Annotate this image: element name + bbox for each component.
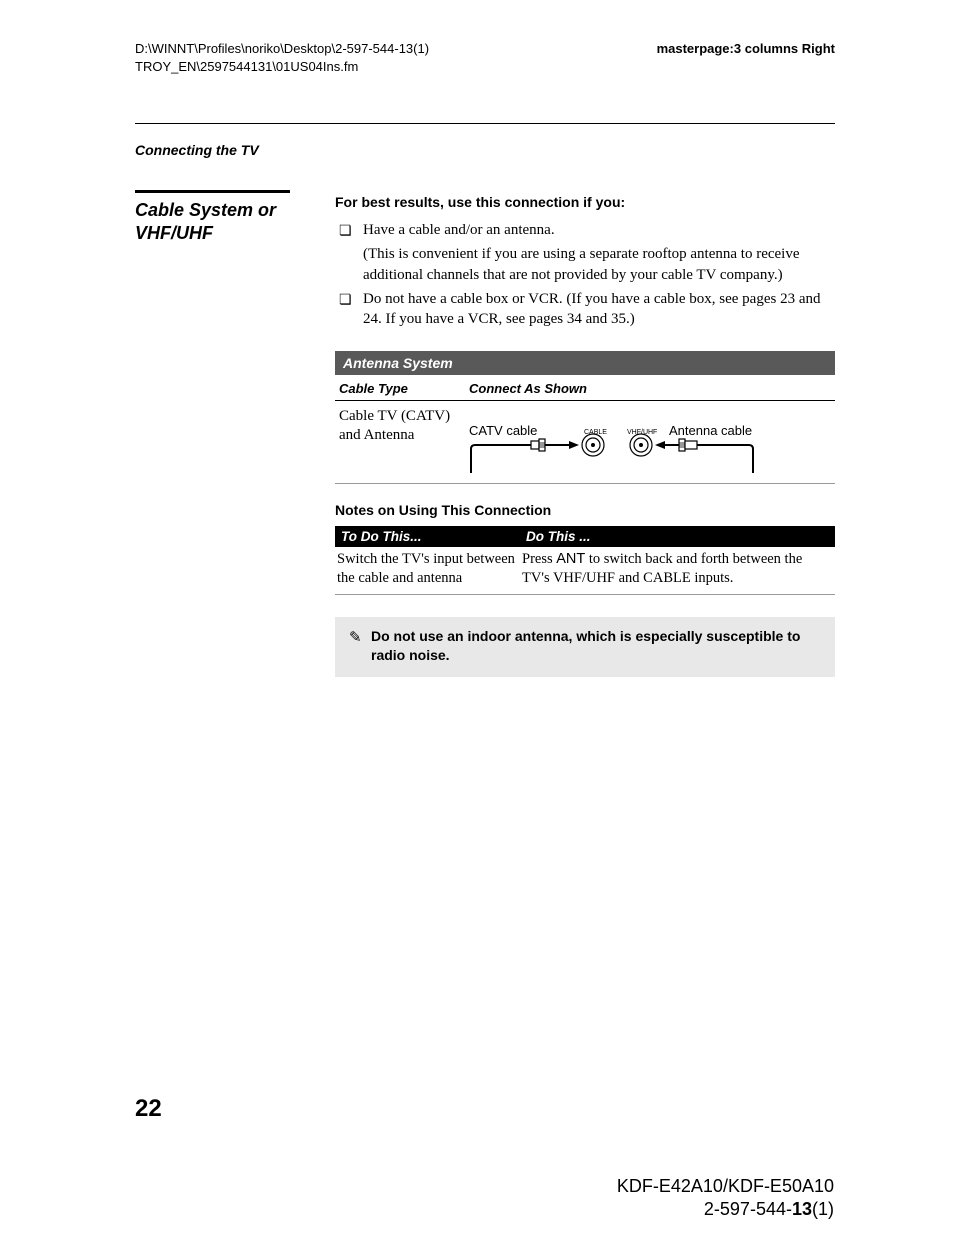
page-number: 22 — [135, 1095, 162, 1123]
checklist-text: Do not have a cable box or VCR. (If you … — [363, 289, 835, 330]
table-header-row: To Do This... Do This ... — [335, 526, 835, 547]
notes-heading: Notes on Using This Connection — [335, 502, 835, 518]
table-header-row: Cable Type Connect As Shown — [335, 375, 835, 401]
column-header: Do This ... — [526, 529, 829, 544]
note-text: Do not use an indoor antenna, which is e… — [371, 627, 821, 665]
button-label-ant: ANT — [556, 551, 585, 567]
checkbox-icon: ❏ — [335, 289, 363, 330]
todo-table: To Do This... Do This ... Switch the TV'… — [335, 526, 835, 595]
header-path-2: TROY_EN\2597544131\01US04Ins.fm — [135, 58, 429, 76]
table-row: Switch the TV's input between the cable … — [335, 547, 835, 595]
footer: KDF-E42A10/KDF-E50A10 2-597-544-13(1) — [617, 1175, 834, 1222]
column-header: Connect As Shown — [469, 381, 831, 396]
checkbox-icon: ❏ — [335, 220, 363, 240]
column-header: Cable Type — [339, 381, 469, 396]
horizontal-rule — [135, 123, 835, 124]
table-row: Cable TV (CATV) and Antenna CATV cable C… — [335, 401, 835, 484]
running-head: Connecting the TV — [135, 142, 835, 158]
text-span: Press — [522, 551, 556, 567]
footer-model: KDF-E42A10/KDF-E50A10 — [617, 1175, 834, 1198]
footer-doc-prefix: 2-597-544- — [704, 1199, 792, 1219]
note-callout: ✎ Do not use an indoor antenna, which is… — [335, 617, 835, 677]
todo-cell: Switch the TV's input between the cable … — [337, 550, 522, 588]
column-header: To Do This... — [341, 529, 526, 544]
antenna-table: Antenna System Cable Type Connect As Sho… — [335, 351, 835, 484]
dothis-cell: Press ANT to switch back and forth betwe… — [522, 550, 833, 588]
section-title-rule — [135, 190, 290, 193]
footer-docnum: 2-597-544-13(1) — [617, 1198, 834, 1221]
table-title: Antenna System — [335, 351, 835, 375]
footer-doc-suffix: (1) — [812, 1199, 834, 1219]
header-path-1: D:\WINNT\Profiles\noriko\Desktop\2-597-5… — [135, 40, 429, 58]
checklist-item: ❏ Have a cable and/or an antenna. — [335, 220, 835, 240]
checklist-item: ❏ Do not have a cable box or VCR. (If yo… — [335, 289, 835, 330]
checklist-text: Have a cable and/or an antenna. — [363, 220, 555, 240]
intro-text: For best results, use this connection if… — [335, 194, 835, 210]
section-title: Cable System or VHF/UHF — [135, 199, 295, 244]
cable-diagram-svg — [469, 405, 839, 475]
doc-header: D:\WINNT\Profiles\noriko\Desktop\2-597-5… — [135, 40, 835, 75]
footer-doc-rev: 13 — [792, 1199, 812, 1219]
connection-diagram: CATV cable CABLE VHF/UHF Antenna cable — [469, 405, 831, 475]
header-masterpage: masterpage:3 columns Right — [657, 40, 835, 75]
pencil-icon: ✎ — [349, 627, 371, 665]
cable-type-cell: Cable TV (CATV) and Antenna — [339, 405, 469, 445]
checklist-subtext: (This is convenient if you are using a s… — [363, 244, 835, 285]
